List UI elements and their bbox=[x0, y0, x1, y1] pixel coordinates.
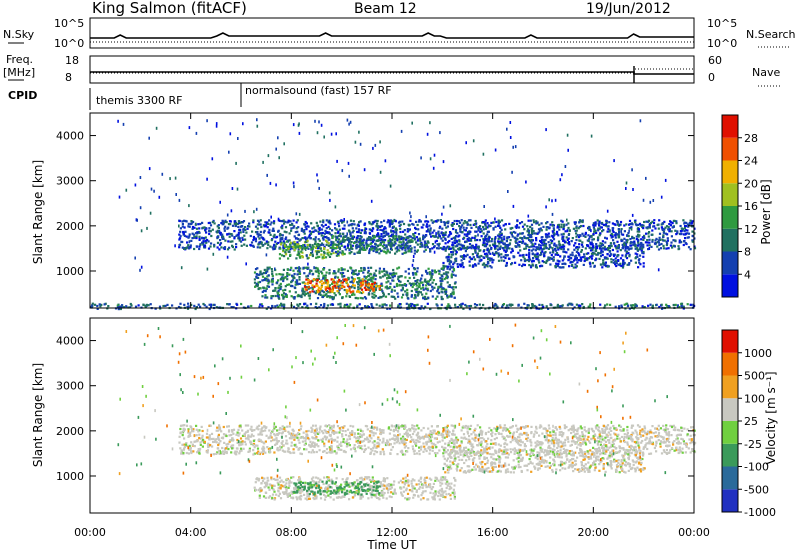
x-tick-label: 20:00 bbox=[577, 526, 609, 539]
y-tick-label: 4000 bbox=[56, 335, 84, 348]
station-title: King Salmon (fitACF) bbox=[92, 0, 247, 17]
power-colorbar-label: Power [dB] bbox=[759, 179, 773, 244]
nsearch-tick-top: 10^5 bbox=[707, 17, 737, 30]
colorbar-segment bbox=[722, 228, 738, 252]
power-panel: 1000 2000 3000 4000 Slant Range [km] 28 24 20… bbox=[31, 112, 773, 311]
echo-band-1 bbox=[442, 448, 646, 474]
colorbar-tick-label: 24 bbox=[744, 155, 758, 168]
echo-band-4 bbox=[253, 266, 457, 301]
y-tick-label: 2000 bbox=[56, 220, 84, 233]
date-title: 19/Jun/2012 bbox=[586, 1, 671, 17]
colorbar-segment bbox=[722, 115, 738, 138]
nsearch-label: N.Search bbox=[746, 28, 796, 41]
y-tick-label: 1000 bbox=[56, 470, 84, 483]
y-tick-label: 4000 bbox=[56, 130, 84, 143]
echo-band-3 bbox=[292, 480, 381, 497]
nsky-tick-bottom: 10^0 bbox=[54, 37, 84, 50]
colorbar-segment bbox=[722, 421, 738, 444]
freq-panel: Freq. [MHz] 18 8 60 0 Nave bbox=[3, 53, 782, 87]
freq-tick-top: 18 bbox=[65, 54, 79, 67]
y-tick-label: 3000 bbox=[56, 380, 84, 393]
colorbar-tick-label: 500 bbox=[744, 370, 765, 383]
y-tick-label: 2000 bbox=[56, 425, 84, 438]
colorbar-segment bbox=[722, 251, 738, 275]
colorbar-segment bbox=[722, 443, 738, 467]
x-tick-label: 12:00 bbox=[376, 526, 408, 539]
colorbar-tick-label: 12 bbox=[744, 223, 758, 236]
velocity-panel: 1000 2000 3000 4000 Slant Range [km] 1000 50… bbox=[31, 113, 778, 552]
colorbar-tick-label: 8 bbox=[744, 246, 751, 259]
nsky-series bbox=[90, 32, 694, 39]
echo-band-5 bbox=[304, 278, 382, 294]
colorbar-segment bbox=[722, 398, 738, 421]
nave-label: Nave bbox=[752, 66, 780, 79]
colorbar-tick-label: -100 bbox=[744, 461, 769, 474]
echo-band-2 bbox=[253, 476, 457, 501]
cpid-mode-0: themis 3300 RF bbox=[96, 94, 183, 107]
colorbar-tick-label: 16 bbox=[744, 200, 758, 213]
colorbar-segment bbox=[722, 206, 738, 229]
echo-band-2 bbox=[330, 234, 432, 256]
x-tick-label: 16:00 bbox=[477, 526, 509, 539]
velocity-ylabel: Slant Range [km] bbox=[31, 363, 45, 467]
cpid-mode-1: normalsound (fast) 157 RF bbox=[245, 84, 392, 97]
nave-tick-top: 60 bbox=[708, 54, 722, 67]
power-ylabel: Slant Range [km] bbox=[31, 160, 45, 264]
scatter-echoes bbox=[117, 323, 668, 478]
x-axis-label: Time UT bbox=[366, 538, 417, 552]
x-tick-label: 00:00 bbox=[678, 526, 710, 539]
cpid-label: CPID bbox=[8, 89, 37, 102]
echo-band-0 bbox=[178, 424, 697, 456]
nsearch-tick-bottom: 10^0 bbox=[707, 37, 737, 50]
nsky-tick-top: 10^5 bbox=[54, 17, 84, 30]
colorbar-tick-label: 100 bbox=[744, 392, 765, 405]
colorbar-tick-label: 28 bbox=[744, 132, 758, 145]
velocity-colorbar-label: Velocity [m s⁻¹] bbox=[764, 371, 778, 464]
nsky-panel: N.Sky 10^5 10^0 10^5 10^0 N.Search bbox=[3, 17, 796, 50]
echo-band-3 bbox=[442, 243, 645, 269]
y-tick-label: 1000 bbox=[56, 265, 84, 278]
nsky-label: N.Sky bbox=[3, 28, 35, 41]
colorbar-segment bbox=[722, 489, 738, 512]
freq-tick-bottom: 8 bbox=[65, 71, 72, 84]
beam-title: Beam 12 bbox=[354, 1, 417, 17]
x-tick-label: 04:00 bbox=[175, 526, 207, 539]
freq-label-line2: [MHz] bbox=[3, 66, 35, 79]
y-tick-label: 3000 bbox=[56, 175, 84, 188]
cpid-panel: CPID themis 3300 RF normalsound (fast) 1… bbox=[8, 83, 392, 110]
colorbar-segment bbox=[722, 466, 738, 490]
x-tick-label: 00:00 bbox=[74, 526, 106, 539]
colorbar-tick-label: 25 bbox=[744, 415, 758, 428]
colorbar-segment bbox=[722, 352, 738, 376]
colorbar-segment bbox=[722, 375, 738, 399]
nave-tick-bottom: 0 bbox=[708, 71, 715, 84]
colorbar-segment bbox=[722, 160, 738, 184]
colorbar-tick-label: -500 bbox=[744, 483, 769, 496]
colorbar-segment bbox=[722, 274, 738, 297]
echo-band-6 bbox=[90, 302, 696, 311]
colorbar-segment bbox=[722, 137, 738, 161]
colorbar-segment bbox=[722, 330, 738, 353]
colorbar-tick-label: 1000 bbox=[744, 347, 772, 360]
colorbar-tick-label: 4 bbox=[744, 268, 751, 281]
colorbar-segment bbox=[722, 183, 738, 206]
colorbar-tick-label: 20 bbox=[744, 177, 758, 190]
freq-label-line1: Freq. bbox=[6, 53, 33, 66]
colorbar-tick-label: -1000 bbox=[744, 506, 776, 519]
scatter-echoes bbox=[117, 118, 667, 272]
x-tick-label: 08:00 bbox=[275, 526, 307, 539]
colorbar-tick-label: -25 bbox=[744, 438, 762, 451]
